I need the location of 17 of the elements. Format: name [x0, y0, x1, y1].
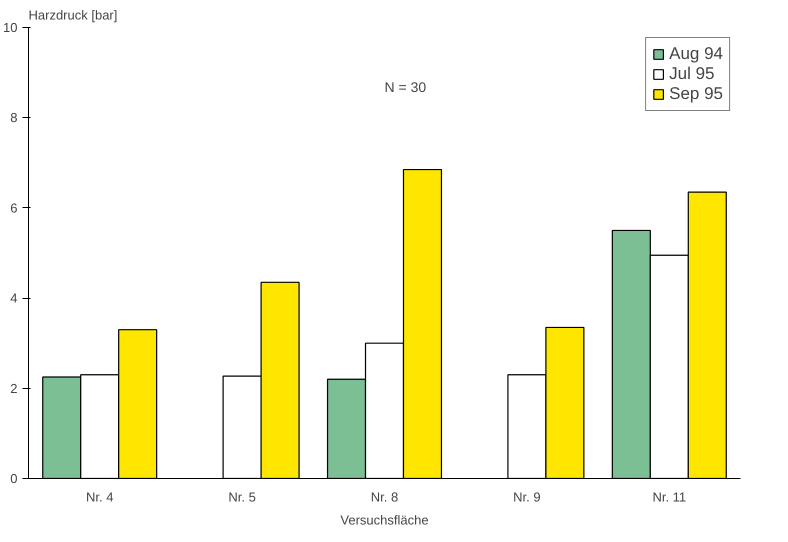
y-tick-label: 6 [10, 200, 18, 216]
y-tick-label: 8 [10, 110, 18, 126]
x-tick-label: Nr. 4 [86, 490, 114, 504]
x-axis-title: Versuchsfläche [340, 512, 429, 528]
y-tick-label: 2 [10, 380, 18, 396]
annotation: N = 30 [384, 79, 426, 96]
legend-label: Aug 94 [669, 44, 723, 64]
y-axis-title: Harzdruck [bar] [28, 8, 118, 22]
x-tick-label: Nr. 5 [228, 490, 256, 504]
x-tick-label: Nr. 8 [370, 490, 398, 504]
legend-label: Jul 95 [669, 64, 714, 84]
y-tick-label: 10 [3, 20, 18, 35]
y-tick-label: 0 [10, 471, 18, 486]
x-tick-label: Nr. 9 [513, 490, 541, 504]
y-tick-label: 4 [10, 290, 18, 306]
legend-label: Sep 95 [669, 84, 723, 104]
x-tick-label: Nr. 11 [652, 490, 686, 504]
